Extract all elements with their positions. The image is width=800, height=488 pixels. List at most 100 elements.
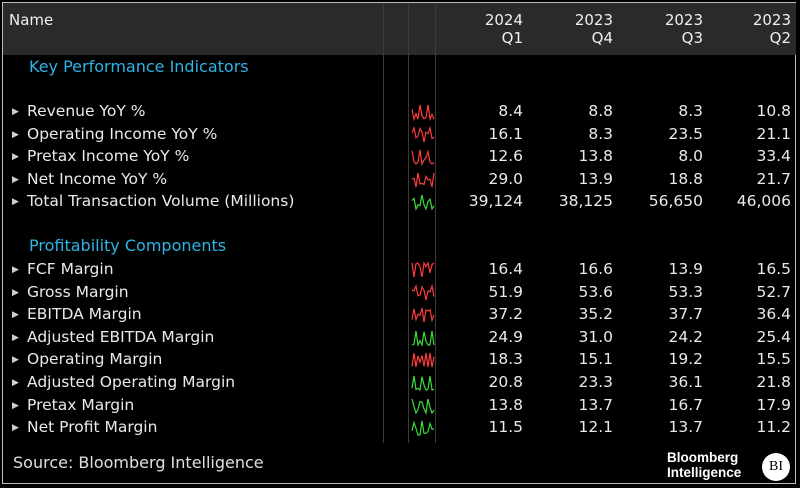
value-cell: 16.6 [578,260,613,278]
expand-triangle-icon[interactable]: ▶ [12,310,19,321]
value-cell: 16.1 [488,124,523,143]
table-row[interactable]: ▶ Operating Margin 18.3 15.1 19.2 15.5 [3,349,796,371]
value-cell: 23.5 [668,124,703,143]
value-cell: 37.7 [668,305,703,324]
value-cell: 8.0 [678,147,703,166]
value-cell: 21.7 [756,169,791,188]
value-cell: 37.2 [488,305,523,324]
section-title: Key Performance Indicators [29,57,249,76]
sparkline [411,125,435,142]
table-row[interactable]: ▶ Net Income YoY % 29.0 13.9 18.8 21.7 [3,169,796,191]
value-cell: 11.2 [756,418,791,437]
expand-triangle-icon[interactable]: ▶ [12,400,19,411]
value-cell: 17.9 [756,395,791,414]
value-cell: 46,006 [736,192,791,211]
header-name-label: Name [9,11,54,29]
sparkline-series [411,261,435,278]
table-row[interactable]: ▶ Revenue YoY % 8.4 8.8 8.3 10.8 [3,101,796,123]
data-table: Name 2024 Q1 2023 Q4 2023 Q3 2023 Q2 Key Perfor… [3,3,796,443]
row-label: Total Transaction Volume (Millions) [27,192,295,211]
row-label: Operating Income YoY % [27,124,218,143]
expand-triangle-icon[interactable]: ▶ [12,355,19,366]
header-quarter: Q3 [681,29,703,47]
row-label: Adjusted EBITDA Margin [27,327,215,346]
table-row[interactable]: ▶ Total Transaction Volume (Millions) 39,1… [3,191,796,213]
header-name-cell[interactable]: Name [3,3,383,55]
expand-triangle-icon[interactable]: ▶ [12,174,19,185]
sparkline [411,283,435,300]
table-row[interactable]: ▶ Net Profit Margin 11.5 12.1 13.7 11.2 [3,417,796,439]
table-row[interactable]: ▶ Pretax Income YoY % 12.6 13.8 8.0 33.4 [3,146,796,168]
value-cell: 53.6 [578,282,613,301]
sparkline-series [411,308,435,323]
expand-triangle-icon[interactable]: ▶ [12,152,19,163]
expand-triangle-icon[interactable]: ▶ [12,265,19,275]
value-cell: 53.3 [668,282,703,301]
sparkline [411,308,435,323]
sparkline-series [411,149,435,167]
header-quarter: Q1 [501,29,523,47]
value-cell: 13.8 [488,395,523,414]
table-row[interactable]: ▶ FCF Margin 16.4 16.6 13.9 16.5 [3,259,796,281]
expand-triangle-icon[interactable]: ▶ [12,287,19,298]
value-cell: 12.6 [488,147,523,166]
value-cell: 21.8 [756,373,791,391]
expand-triangle-icon[interactable]: ▶ [12,129,19,140]
value-cell: 13.8 [578,147,613,166]
table-row[interactable]: ▶ Adjusted Operating Margin 20.8 23.3 36.1 21… [3,372,796,394]
value-cell: 33.4 [756,147,791,166]
expand-triangle-icon[interactable]: ▶ [12,378,19,388]
expand-triangle-icon[interactable]: ▶ [12,332,19,343]
sparkline [411,398,435,415]
sparkline [411,375,435,392]
table-row[interactable]: ▶ EBITDA Margin 37.2 35.2 37.7 36.4 [3,304,796,326]
value-cell: 8.8 [588,102,613,120]
sparkline-series [411,420,434,436]
table-row[interactable]: ▶ Gross Margin 51.9 53.6 53.3 52.7 [3,282,796,304]
logo-line-2: Intelligence [667,465,742,480]
expand-triangle-icon[interactable]: ▶ [12,423,19,434]
sparkline [411,172,435,187]
expand-triangle-icon[interactable]: ▶ [12,197,19,208]
sparkline-series [411,353,435,368]
value-cell: 15.1 [578,350,613,369]
sparkline [411,420,434,436]
row-label: Operating Margin [27,350,163,369]
row-label: FCF Margin [27,260,114,278]
header-year: 2024 [484,11,523,29]
header-period-2[interactable]: 2023 Q3 [623,11,703,47]
table-row[interactable]: ▶ Adjusted EBITDA Margin 24.9 31.0 24.2 25.4 [3,327,796,349]
value-cell: 52.7 [756,282,791,301]
row-label: EBITDA Margin [27,305,142,324]
header-period-1[interactable]: 2023 Q4 [533,11,613,47]
header-sparkline-cell [409,3,435,55]
header-period-0[interactable]: 2024 Q1 [443,11,523,47]
header-year: 2023 [574,11,613,29]
header-quarter: Q4 [591,29,613,47]
value-cell: 36.4 [756,305,791,324]
section-title: Profitability Components [29,236,227,255]
value-cell: 19.2 [668,350,703,369]
table-row[interactable]: ▶ Pretax Margin 13.8 13.7 16.7 17.9 [3,395,796,417]
value-cell: 29.0 [488,169,523,188]
header-period-cells [436,3,796,55]
row-label: Pretax Income YoY % [27,147,190,166]
sparkline-series [411,195,435,212]
value-cell: 12.1 [578,418,613,437]
row-label: Gross Margin [27,282,129,301]
value-cell: 13.9 [668,260,703,278]
expand-triangle-icon[interactable]: ▶ [12,107,19,117]
sparkline [411,330,435,347]
value-cell: 38,125 [558,192,613,211]
row-label: Adjusted Operating Margin [27,373,236,391]
header-period-3[interactable]: 2023 Q2 [711,11,791,47]
table-row[interactable]: ▶ Operating Income YoY % 16.1 8.3 23.5 21.1 [3,124,796,146]
value-cell: 31.0 [578,327,613,346]
value-cell: 10.8 [756,102,791,120]
value-cell: 16.5 [756,260,791,278]
sparkline [411,104,435,122]
sparkline-series [411,330,435,347]
value-cell: 8.3 [588,124,613,143]
value-cell: 20.8 [488,373,523,391]
